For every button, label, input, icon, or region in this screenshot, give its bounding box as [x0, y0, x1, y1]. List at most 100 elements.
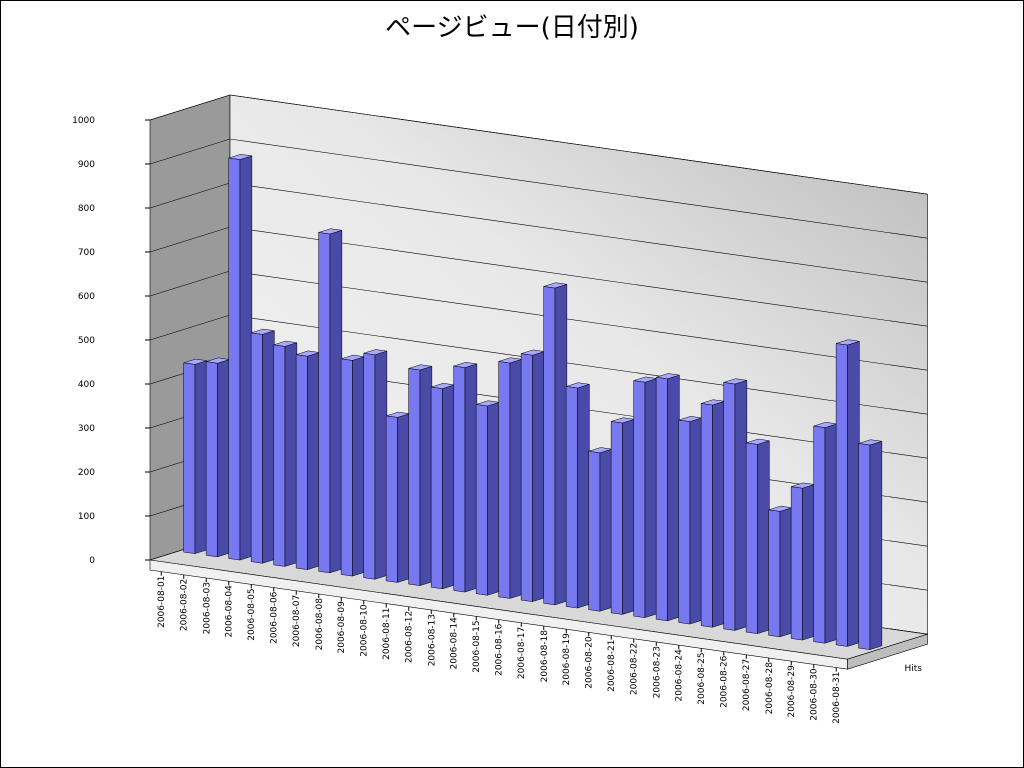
bar: [453, 365, 466, 593]
bar-side: [487, 401, 500, 596]
bar-side: [194, 360, 208, 554]
bar-side: [554, 283, 568, 606]
bar: [678, 419, 691, 625]
y-tick-label: 100: [78, 512, 95, 522]
y-tick-label: 400: [78, 380, 95, 390]
bar: [363, 352, 376, 580]
bar-side: [284, 342, 298, 567]
chart-title: ページビュー(日付別): [385, 13, 639, 43]
x-tick-label: 2006-08-11: [382, 608, 392, 660]
y-tick-label: 500: [78, 336, 95, 346]
bar: [700, 403, 713, 628]
bar-side: [869, 440, 883, 650]
bar-side: [329, 229, 343, 574]
bar-side: [307, 352, 320, 570]
bar-side: [667, 374, 680, 622]
bar: [475, 404, 488, 596]
x-tick-label: 2006-08-28: [765, 662, 775, 715]
bar: [408, 368, 421, 586]
x-tick-label: 2006-08-16: [495, 623, 505, 676]
bar: [633, 380, 646, 618]
x-tick-label: 2006-08-10: [360, 604, 370, 657]
x-tick-label: 2006-08-15: [472, 620, 482, 672]
x-tick-label: 2006-08-17: [517, 627, 527, 679]
bar-side: [779, 507, 793, 638]
bar: [295, 354, 308, 570]
bar-side: [599, 448, 613, 612]
bar-side: [239, 155, 253, 561]
legend-label: Hits: [905, 664, 923, 674]
x-tick-label: 2006-08-01: [157, 576, 167, 628]
bar-side: [532, 351, 545, 602]
x-tick-label: 2006-08-12: [405, 611, 415, 663]
grid-line: [149, 94, 928, 195]
bar: [745, 442, 758, 634]
y-tick-label: 700: [78, 248, 95, 258]
y-tick-label: 200: [78, 468, 95, 478]
x-tick-label: 2006-08-06: [270, 591, 280, 644]
bar: [813, 425, 826, 644]
x-tick-label: 2006-08-22: [630, 643, 640, 695]
bar-side: [374, 350, 388, 580]
bar-side: [464, 363, 478, 593]
x-tick-label: 2006-08-07: [292, 595, 302, 647]
x-tick-label: 2006-08-27: [742, 659, 752, 711]
y-tick-label: 900: [78, 160, 95, 170]
bar-side: [644, 378, 658, 618]
bar-side: [509, 358, 523, 599]
bar: [610, 421, 623, 615]
floor-side: [847, 633, 928, 670]
bar: [430, 386, 443, 590]
bar-side: [217, 359, 230, 558]
bar: [565, 386, 578, 609]
x-tick-label: 2006-08-24: [675, 649, 685, 702]
y-tick-label: 600: [78, 292, 95, 302]
bar-side: [419, 365, 433, 586]
bar: [858, 443, 871, 650]
bar: [318, 232, 331, 574]
bar-side: [352, 356, 365, 577]
x-tick-label: 2006-08-23: [652, 646, 662, 698]
x-tick-label: 2006-08-03: [202, 582, 212, 634]
bar-side: [397, 413, 410, 583]
grid-line: [149, 138, 928, 239]
x-tick-label: 2006-08-30: [810, 668, 820, 721]
bar: [790, 486, 803, 641]
x-tick-label: 2006-08-08: [315, 598, 325, 651]
x-tick-label: 2006-08-13: [427, 614, 437, 666]
bar-side: [847, 340, 860, 647]
bar: [543, 286, 556, 606]
y-tick-label: 0: [89, 556, 95, 566]
bar: [340, 358, 353, 577]
bar: [385, 415, 398, 583]
bar-side: [689, 417, 703, 625]
y-tick-label: 1000: [72, 116, 95, 126]
bar: [768, 509, 781, 638]
bar-side: [442, 384, 455, 590]
bar-side: [577, 383, 590, 609]
bar: [273, 344, 286, 567]
bar: [498, 361, 511, 599]
bar-side: [757, 440, 770, 634]
bar: [228, 157, 241, 561]
y-tick-label: 300: [78, 424, 95, 434]
x-tick-label: 2006-08-02: [180, 579, 190, 631]
y-tick-label: 800: [78, 204, 95, 214]
bar: [723, 382, 736, 631]
x-tick-label: 2006-08-29: [787, 665, 797, 718]
bar: [588, 450, 601, 612]
bar: [835, 343, 848, 647]
x-tick-label: 2006-08-09: [337, 601, 347, 654]
x-tick-label: 2006-08-18: [540, 630, 550, 683]
bar-side: [802, 484, 815, 641]
bar-side: [622, 418, 635, 615]
x-tick-label: 2006-08-31: [832, 672, 842, 724]
x-tick-label: 2006-08-21: [607, 640, 617, 692]
bar: [250, 332, 263, 564]
bar: [655, 376, 668, 622]
x-tick-label: 2006-08-26: [720, 655, 730, 708]
x-tick-label: 2006-08-20: [585, 636, 595, 689]
x-tick-label: 2006-08-25: [697, 652, 707, 704]
bar-side: [734, 379, 748, 631]
